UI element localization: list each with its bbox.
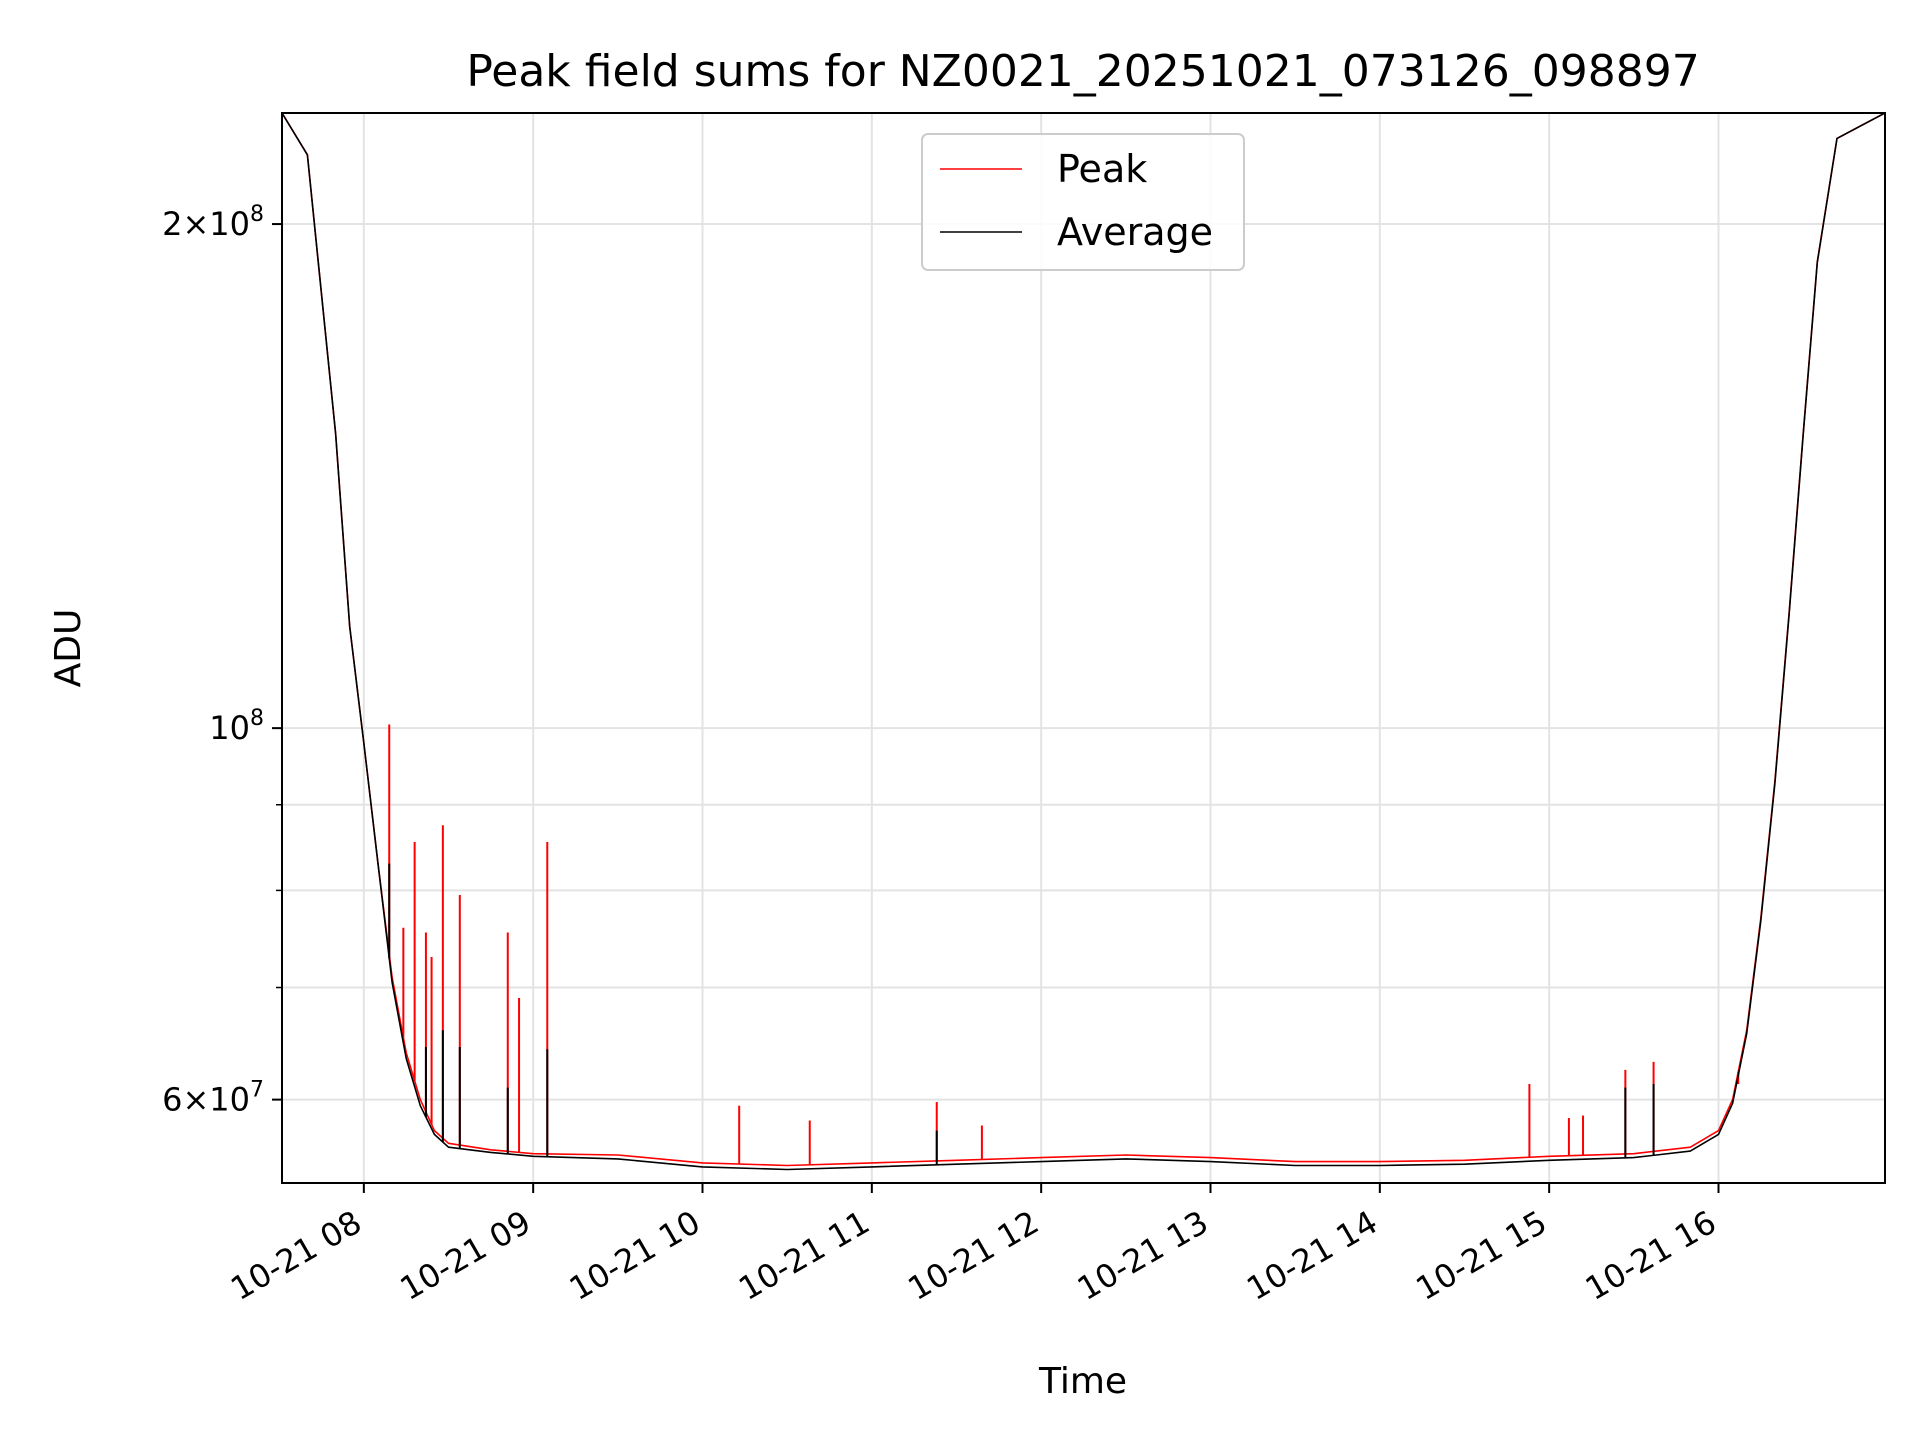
chart-title: Peak field sums for NZ0021_20251021_0731… [466,46,1699,97]
grid [282,113,1885,1183]
y-tick-label: 108 [209,706,264,747]
y-tick-exponent: 7 [250,1078,264,1103]
x-axis-label: Time [1038,1361,1127,1402]
y-tick-mantissa: 6 [162,1081,182,1119]
y-tick-base: 10 [209,709,250,747]
y-axis-label: ADU [48,609,89,688]
y-tick-times-sign: ×10 [182,1081,250,1119]
plot-frame [281,112,1886,1184]
average-series-line [282,113,1885,1171]
y-tick-label: 2×108 [162,202,264,243]
y-tick-exponent: 8 [250,706,264,731]
y-tick-times-sign: ×10 [182,205,250,243]
legend-average-label: Average [1057,210,1213,254]
legend-box [921,133,1245,271]
legend-peak-label: Peak [1057,147,1147,191]
legend: Peak Average [921,133,1245,271]
plot-series [282,113,1885,1171]
y-tick-label: 6×107 [162,1078,264,1119]
y-tick-mantissa: 2 [162,205,182,243]
y-tick-exponent: 8 [250,202,264,227]
